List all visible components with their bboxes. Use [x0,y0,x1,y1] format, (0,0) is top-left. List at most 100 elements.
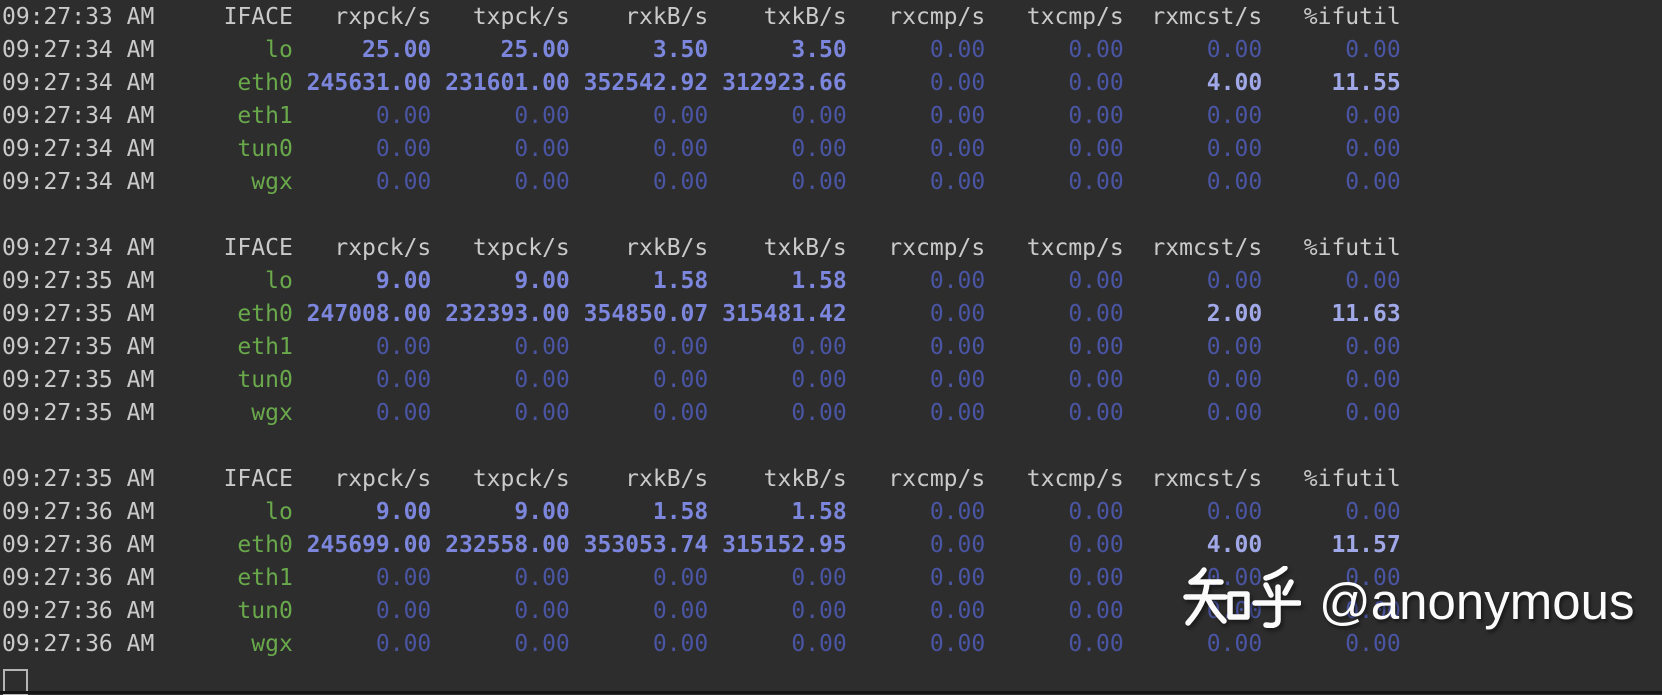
cell-value: 0.00 [1262,598,1401,624]
cell-value: 0.00 [708,169,847,195]
cell-value: 0.00 [431,631,570,657]
cell-value: 0.00 [985,532,1124,558]
cell-value: 0.00 [431,367,570,393]
cell-value: 25.00 [431,37,570,63]
cell-value: 0.00 [292,565,432,591]
cell-time: 09:27:35 AM [2,400,155,426]
sar-data-row: 09:27:35 AM eth1 0.00 0.00 0.00 0.00 0.0… [2,331,1401,364]
header-cell: rxpck/s [292,235,432,261]
cell-time: 09:27:35 AM [2,334,155,360]
cell-value: 0.00 [846,631,986,657]
cell-value: 0.00 [846,400,986,426]
cell-iface: tun0 [154,367,293,393]
cell-value: 0.00 [846,598,986,624]
cell-value: 0.00 [569,367,709,393]
cell-time: 09:27:36 AM [2,499,155,525]
cell-value: 0.00 [431,136,570,162]
cell-value: 0.00 [569,103,709,129]
cell-value: 0.00 [1262,136,1401,162]
cell-value: 0.00 [985,565,1124,591]
sar-data-row: 09:27:36 AM tun0 0.00 0.00 0.00 0.00 0.0… [2,595,1401,628]
cell-value: 0.00 [431,334,570,360]
cell-value: 0.00 [569,169,709,195]
header-cell: rxmcst/s [1123,4,1263,30]
cell-value: 0.00 [846,103,986,129]
cell-value: 354850.07 [569,301,709,327]
cell-value: 11.57 [1262,532,1401,558]
cell-value: 9.00 [431,268,570,294]
cell-iface: eth0 [154,301,293,327]
cell-iface: eth0 [154,70,293,96]
cell-value: 0.00 [569,400,709,426]
cell-value: 0.00 [1123,565,1263,591]
watermark: @anonymous [1183,566,1634,630]
sar-data-row: 09:27:35 AM tun0 0.00 0.00 0.00 0.00 0.0… [2,364,1401,397]
zhihu-logo-icon [1183,566,1301,628]
cell-value: 0.00 [292,169,432,195]
cell-value: 1.58 [708,268,847,294]
header-cell: txcmp/s [985,235,1124,261]
cell-value: 0.00 [846,37,986,63]
cell-value: 0.00 [985,499,1124,525]
sar-data-row: 09:27:35 AM lo 9.00 9.00 1.58 1.58 0.00 … [2,265,1401,298]
cell-value: 0.00 [431,169,570,195]
window-bottom-edge [0,691,1662,694]
header-cell: txkB/s [708,4,847,30]
header-cell: rxkB/s [569,4,709,30]
cell-value: 0.00 [569,565,709,591]
cell-value: 0.00 [985,136,1124,162]
header-cell: rxcmp/s [846,235,986,261]
sar-data-row: 09:27:34 AM wgx 0.00 0.00 0.00 0.00 0.00… [2,166,1401,199]
cell-value: 0.00 [1123,334,1263,360]
cell-value: 0.00 [292,136,432,162]
header-cell: %ifutil [1262,466,1401,492]
cell-value: 0.00 [431,598,570,624]
watermark-handle: @anonymous [1319,572,1635,630]
cell-value: 0.00 [1262,631,1401,657]
cell-value: 0.00 [1123,169,1263,195]
cell-value: 0.00 [292,598,432,624]
cell-value: 0.00 [1262,499,1401,525]
cell-value: 0.00 [985,103,1124,129]
cell-value: 3.50 [708,37,847,63]
cell-value: 0.00 [846,532,986,558]
sar-data-row: 09:27:34 AM eth0 245631.00 231601.00 352… [2,67,1401,100]
header-cell: txkB/s [708,235,847,261]
cell-value: 0.00 [708,136,847,162]
cell-value: 0.00 [846,136,986,162]
header-cell: %ifutil [1262,235,1401,261]
cell-value: 0.00 [1123,631,1263,657]
cell-iface: eth0 [154,532,293,558]
cell-value: 0.00 [292,367,432,393]
cell-value: 0.00 [846,70,986,96]
cell-iface: wgx [154,169,293,195]
sar-header-row: 09:27:33 AM IFACE rxpck/s txpck/s rxkB/s… [2,1,1401,34]
cell-value: 0.00 [846,268,986,294]
cell-value: 0.00 [846,334,986,360]
cell-value: 315481.42 [708,301,847,327]
cell-value: 315152.95 [708,532,847,558]
cell-value: 0.00 [708,103,847,129]
cell-value: 1.58 [569,268,709,294]
cell-value: 0.00 [708,565,847,591]
cell-time: 09:27:34 AM [2,169,155,195]
cell-value: 0.00 [846,301,986,327]
cell-value: 247008.00 [292,301,432,327]
cell-value: 0.00 [1262,268,1401,294]
cell-value: 0.00 [985,367,1124,393]
cell-value: 1.58 [569,499,709,525]
cell-iface: lo [154,268,293,294]
cell-value: 0.00 [431,565,570,591]
sar-data-row: 09:27:34 AM eth1 0.00 0.00 0.00 0.00 0.0… [2,100,1401,133]
cell-iface: wgx [154,631,293,657]
header-cell: %ifutil [1262,4,1401,30]
cell-value: 0.00 [431,103,570,129]
header-time: 09:27:35 AM [2,466,155,492]
cell-value: 0.00 [1123,268,1263,294]
header-time: 09:27:34 AM [2,235,155,261]
cell-value: 0.00 [1123,367,1263,393]
header-cell: txpck/s [431,466,570,492]
cell-value: 0.00 [1262,565,1401,591]
cell-value: 312923.66 [708,70,847,96]
